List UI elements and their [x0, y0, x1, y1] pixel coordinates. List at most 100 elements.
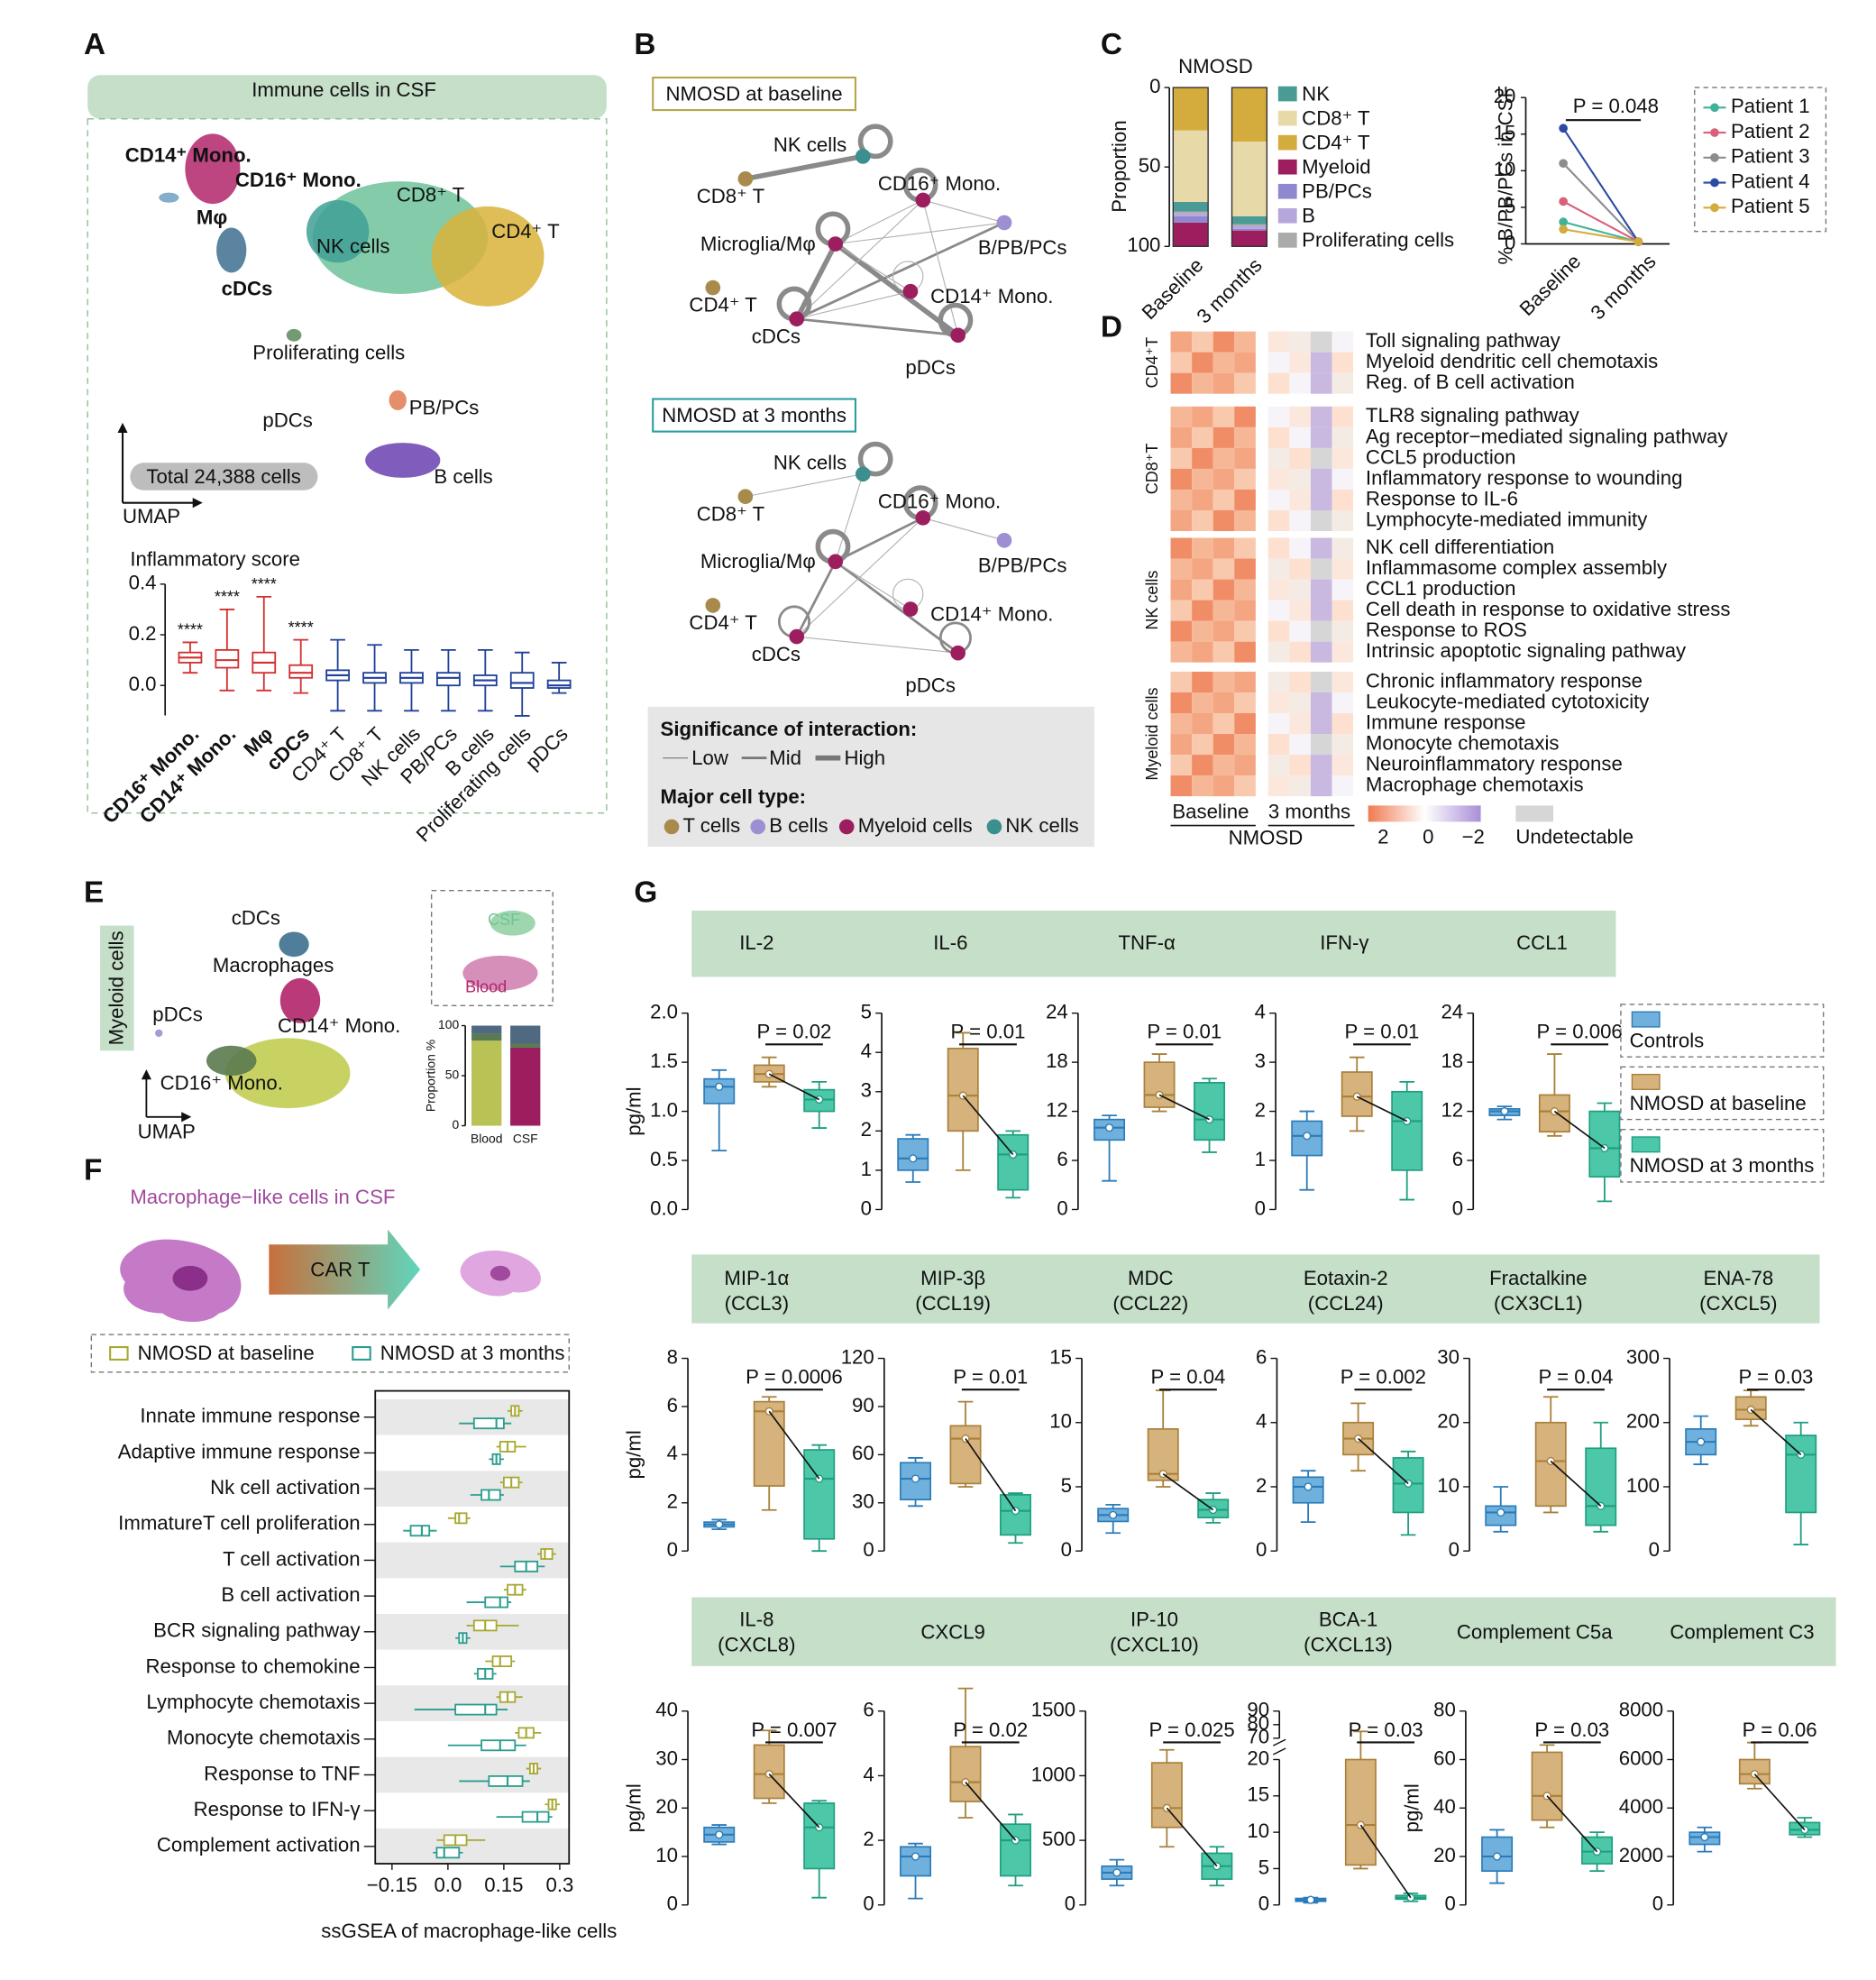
heat-cell [1170, 755, 1193, 776]
x-tick-label: 0.0 [434, 1874, 462, 1896]
box [1292, 1476, 1324, 1504]
heat-cell [1192, 489, 1213, 510]
node [737, 171, 754, 187]
y-tick-label: 1.5 [650, 1050, 678, 1072]
legend-label: Myeloid [1302, 155, 1370, 178]
heat-cell [1170, 447, 1193, 469]
x-tick-label: Blood [471, 1131, 502, 1145]
heat-cell [1310, 509, 1332, 532]
heat-cell [1234, 426, 1256, 448]
heat-cell [1170, 352, 1193, 373]
pathway-label: Monocyte chemotaxis [1366, 731, 1560, 754]
p-value: P = 0.025 [1149, 1719, 1235, 1741]
y-tick-label: 5 [1061, 1474, 1072, 1497]
legend-label: Controls [1630, 1029, 1705, 1051]
heat-cell [1234, 734, 1256, 756]
legend-swatch [1277, 86, 1297, 102]
cluster-label: CD16⁺ Mono. [235, 169, 361, 191]
heat-cell [1192, 352, 1213, 373]
median-point [715, 1830, 724, 1839]
y-tick-label: B cell activation [221, 1583, 360, 1606]
pathway-label: Lymphocyte-mediated immunity [1366, 508, 1648, 530]
umap-cluster [155, 1029, 163, 1038]
subtitle: Macrophage−like cells in CSF [130, 1186, 395, 1208]
median-point [1104, 1123, 1114, 1132]
box [1734, 1396, 1767, 1421]
umap-cluster [159, 192, 179, 203]
bar-segment [1173, 130, 1209, 202]
heat-cell [1267, 447, 1290, 469]
legend-label: NMOSD at baseline [1630, 1092, 1807, 1114]
box [288, 664, 314, 679]
umap-cluster [462, 955, 538, 991]
heat-cell [1332, 468, 1354, 490]
edge [835, 517, 924, 564]
median-point [1496, 1508, 1505, 1517]
plot-title: TNF-α [1118, 931, 1176, 954]
group-label: NK cells [1143, 571, 1161, 630]
y-tick-label: 50 [445, 1068, 460, 1082]
paired-line [1356, 1095, 1408, 1123]
plot-title: IP-10 [1130, 1609, 1178, 1631]
heat-cell [1289, 620, 1311, 642]
significance: **** [252, 575, 277, 593]
cluster-label: pDCs [152, 1003, 202, 1025]
node [705, 598, 721, 613]
y-tick-label: 0 [861, 1196, 872, 1219]
heat-cell [1310, 641, 1332, 663]
heat-cell [1267, 331, 1290, 353]
axis-label: pg/ml [1401, 1783, 1423, 1832]
heat-cell [1234, 713, 1256, 735]
heat-cell [1192, 537, 1213, 559]
node [996, 532, 1012, 548]
group-label: CD8⁺T [1143, 444, 1161, 495]
heat-cell [1310, 579, 1332, 600]
self-loop [857, 124, 893, 160]
plot-title: IFN-γ [1320, 931, 1369, 954]
paired-line [1358, 1437, 1409, 1485]
frame [87, 118, 608, 814]
p-value: P = 0.048 [1573, 95, 1659, 117]
heat-cell [1289, 509, 1311, 532]
y-tick-label: 0 [863, 1538, 874, 1561]
row-band [375, 1756, 570, 1793]
y-tick-label: 4000 [1619, 1795, 1663, 1818]
paired-line [965, 1782, 1017, 1841]
y-tick-label: 4 [861, 1040, 872, 1062]
heat-cell [1234, 509, 1256, 532]
y-tick-label: 50 [1139, 154, 1161, 177]
node-label: pDCs [905, 356, 955, 379]
legend-label: T cells [683, 814, 741, 837]
group-label: CD4⁺T [1143, 337, 1161, 389]
panel-label: E [84, 876, 104, 910]
heat-cell [1192, 734, 1213, 756]
heat-cell [1192, 713, 1213, 735]
chart-title: Inflammatory score [130, 547, 300, 570]
network-title: NMOSD at 3 months [662, 404, 846, 426]
x-tick-label: pDCs [521, 723, 572, 775]
heat-cell [1267, 537, 1290, 559]
heat-cell [1234, 558, 1256, 580]
paired-line [962, 1095, 1014, 1156]
heat-cell [1234, 671, 1256, 692]
heat-cell [1332, 509, 1354, 532]
axis-label: UMAP [138, 1121, 196, 1143]
side-label: Myeloid cells [105, 930, 127, 1045]
legend-label: Patient 2 [1731, 120, 1810, 142]
pathway-label: CCL5 production [1366, 445, 1516, 468]
y-tick-label: 0.5 [650, 1148, 678, 1170]
box [1194, 1081, 1226, 1141]
node [855, 149, 871, 164]
heat-cell [1289, 352, 1311, 373]
median-point [1204, 1115, 1214, 1124]
plot-title: (CXCL10) [1110, 1633, 1199, 1655]
heat-cell [1234, 406, 1256, 427]
panel-label: F [84, 1154, 102, 1187]
y-tick-label: 0 [1444, 1893, 1455, 1915]
median-point [1303, 1132, 1312, 1141]
y-tick-label: 6 [1256, 1345, 1267, 1368]
arrow-head [117, 422, 203, 509]
median-point [911, 1852, 920, 1861]
axis-label: pg/ml [623, 1086, 645, 1135]
y-tick-label: 0 [1065, 1893, 1075, 1915]
